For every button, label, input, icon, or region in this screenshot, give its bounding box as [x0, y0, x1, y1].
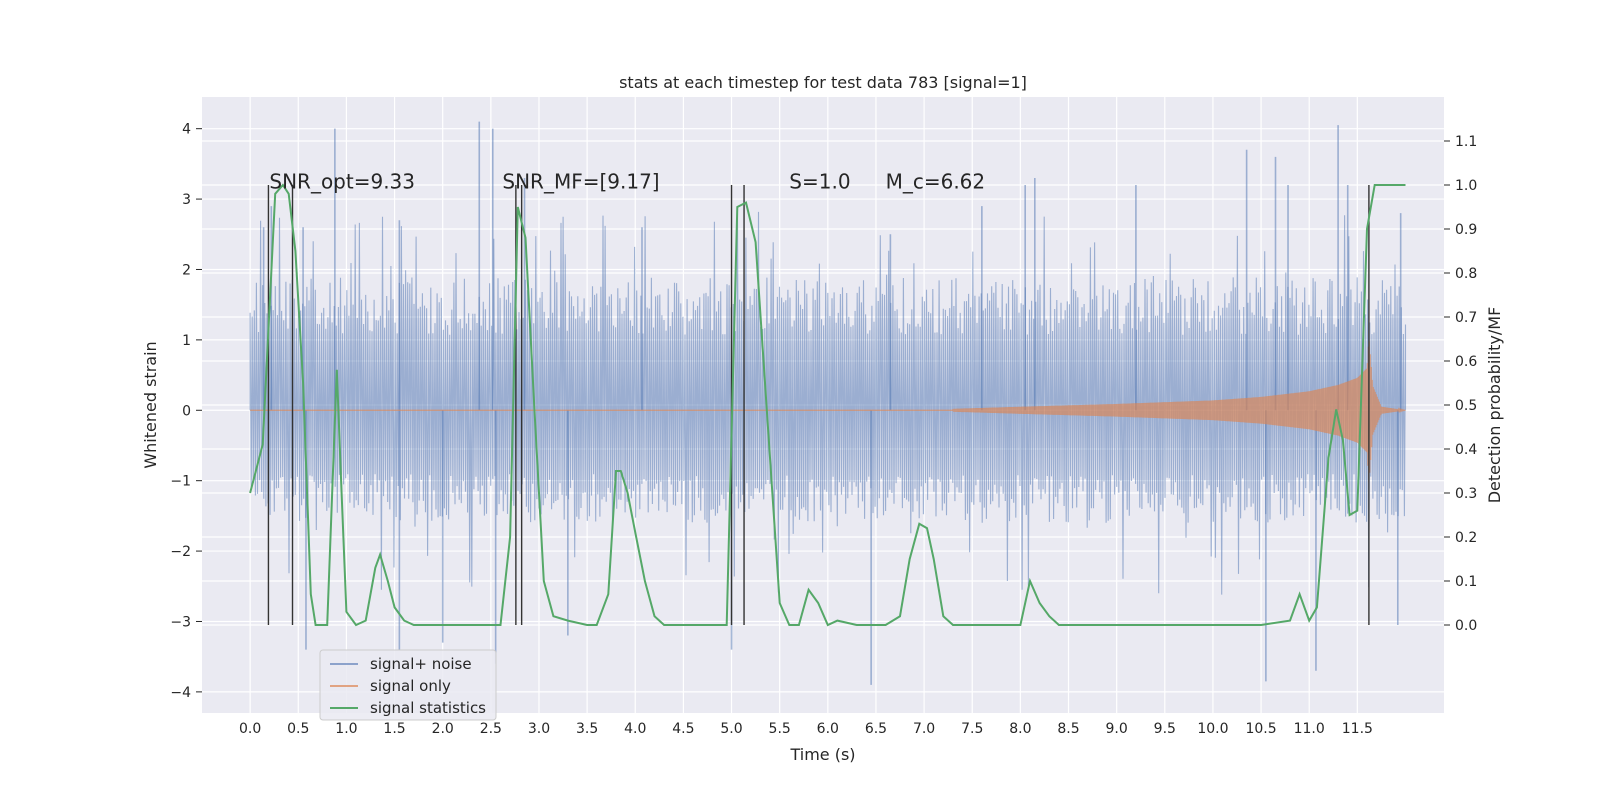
y2-tick-label: 0.7 [1455, 310, 1477, 326]
x-tick-label: 3.5 [576, 721, 598, 737]
x-tick-label: 4.5 [672, 721, 694, 737]
y2-tick-label: 0.5 [1455, 398, 1477, 414]
x-axis-label: Time (s) [789, 745, 855, 764]
annotation-label: SNR_opt=9.33 [269, 170, 415, 194]
y-tick-label: 1 [182, 333, 191, 349]
x-tick-label: 9.0 [1106, 721, 1128, 737]
chart-title: stats at each timestep for test data 783… [619, 73, 1027, 92]
x-tick-label: 11.5 [1342, 721, 1373, 737]
annotation-label: S=1.0 [789, 170, 850, 194]
annotation-label: M_c=6.62 [886, 170, 986, 194]
legend-box [319, 649, 497, 721]
y-tick-label: −3 [170, 614, 191, 630]
y-tick-label: −1 [170, 474, 191, 490]
legend-label-signal-statistics: signal statistics [370, 699, 486, 717]
x-tick-label: 2.0 [432, 721, 454, 737]
signal-only-series [250, 341, 1406, 483]
x-tick-label: 5.0 [720, 721, 742, 737]
y2-tick-label: 1.1 [1455, 134, 1477, 150]
y2-tick-label: 0.3 [1455, 486, 1477, 502]
y-tick-label: 3 [182, 192, 191, 208]
y2-axis-label: Detection probability/MF [1485, 307, 1504, 504]
annotation-label: SNR_MF=[9.17] [502, 170, 659, 194]
y-tick-label: 0 [182, 403, 191, 419]
y-tick-label: −2 [170, 544, 191, 560]
x-tick-label: 1.0 [335, 721, 357, 737]
y-axis-label: Whitened strain [141, 341, 160, 468]
x-tick-label: 8.0 [1009, 721, 1031, 737]
x-tick-label: 5.5 [769, 721, 791, 737]
signal-statistics-series [249, 183, 1406, 627]
legend-label-signal-noise: signal+ noise [370, 655, 472, 673]
y2-tick-label: 0.6 [1455, 354, 1477, 370]
y2-tick-label: 1.0 [1455, 178, 1477, 194]
x-tick-label: 1.5 [383, 721, 405, 737]
y2-tick-label: 0.1 [1455, 574, 1477, 590]
legend-label-signal-only: signal only [370, 677, 451, 695]
x-tick-label: 4.0 [624, 721, 646, 737]
x-tick-label: 9.5 [1154, 721, 1176, 737]
x-tick-label: 2.5 [480, 721, 502, 737]
x-tick-label: 0.0 [239, 721, 261, 737]
y2-tick-label: 0.4 [1455, 442, 1477, 458]
y2-tick-label: 0.9 [1455, 222, 1477, 238]
signal-only-chirp [952, 341, 1406, 483]
x-tick-label: 6.0 [817, 721, 839, 737]
y-tick-label: 4 [182, 122, 191, 138]
y2-tick-label: 0.8 [1455, 266, 1477, 282]
x-tick-label: 11.0 [1294, 721, 1325, 737]
y2-tick-label: 0.2 [1455, 530, 1477, 546]
x-tick-label: 7.0 [913, 721, 935, 737]
x-tick-label: 3.0 [528, 721, 550, 737]
x-tick-label: 6.5 [865, 721, 887, 737]
x-tick-label: 8.5 [1057, 721, 1079, 737]
x-tick-label: 10.0 [1197, 721, 1228, 737]
annotations: SNR_opt=9.33 SNR_MF=[9.17] S=1.0 M_c=6.62 [269, 170, 985, 194]
y2-tick-label: 0.0 [1455, 618, 1477, 634]
axes: 0.0 0.5 1.0 1.5 2.0 2.5 3.0 3.5 4.0 4.5 5.0 5.5 6.0 6… [170, 122, 1477, 737]
legend: signal+ noise signal only signal statist… [319, 649, 497, 721]
signal-statistics-line [249, 183, 1406, 627]
y-tick-label: 2 [182, 262, 191, 278]
x-tick-label: 10.5 [1245, 721, 1276, 737]
x-tick-label: 0.5 [287, 721, 309, 737]
y-tick-label: −4 [170, 685, 191, 701]
x-tick-label: 7.5 [961, 721, 983, 737]
